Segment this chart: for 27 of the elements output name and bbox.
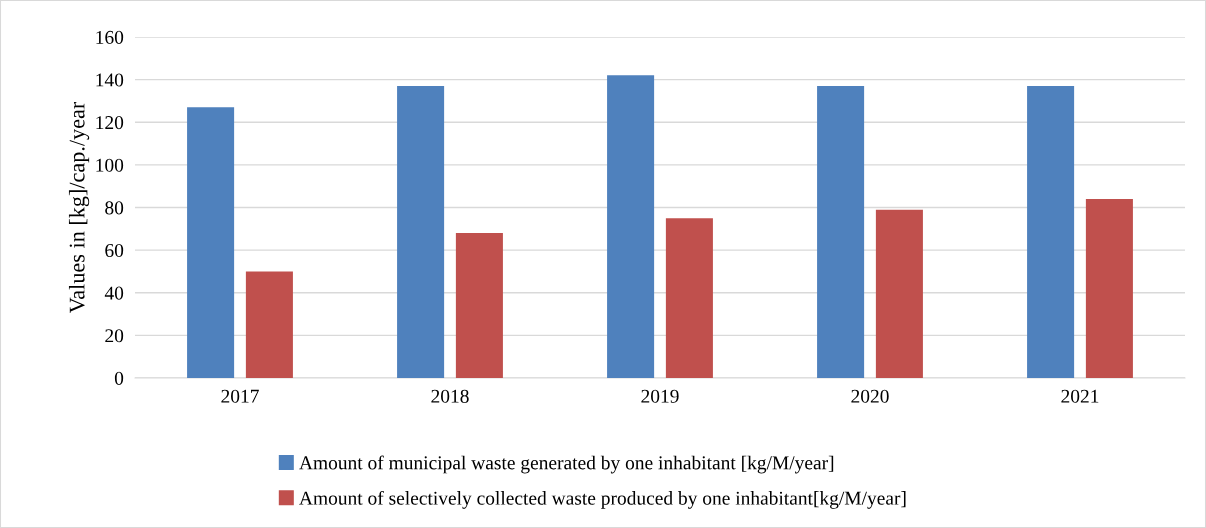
bar	[607, 75, 655, 378]
x-tick-label: 2019	[641, 389, 679, 403]
y-tick-label: 20	[105, 329, 124, 343]
x-tick-label: 2017	[221, 389, 259, 403]
bar	[455, 233, 503, 378]
bar	[397, 86, 445, 378]
x-tick-label: 2020	[851, 389, 889, 403]
y-tick-label: 60	[105, 243, 124, 258]
bar	[875, 209, 923, 378]
bar	[1027, 86, 1075, 378]
y-tick-label: 0	[114, 371, 124, 385]
y-tick-label: 100	[96, 158, 124, 172]
y-tick-label: 160	[96, 30, 124, 44]
y-tick-label: 120	[96, 116, 124, 130]
bar	[187, 107, 235, 378]
legend-label: Amount of municipal waste generated by one inhabitant [kg/M/year]	[299, 455, 834, 474]
bar	[1085, 198, 1133, 378]
y-tick-label: 40	[104, 286, 124, 300]
y-tick-label: 80	[105, 201, 124, 215]
bar	[245, 271, 293, 378]
x-tick-label: 2021	[1061, 389, 1099, 403]
x-tick-label: 2018	[431, 389, 469, 403]
y-tick-label: 140	[96, 73, 124, 87]
bar	[665, 218, 713, 378]
legend-label: Amount of selectively collected waste produced by one inhabitant[kg/M/year]	[299, 490, 906, 509]
bar	[817, 86, 865, 378]
y-axis-title: Values in [kg]/cap./year	[68, 101, 90, 314]
